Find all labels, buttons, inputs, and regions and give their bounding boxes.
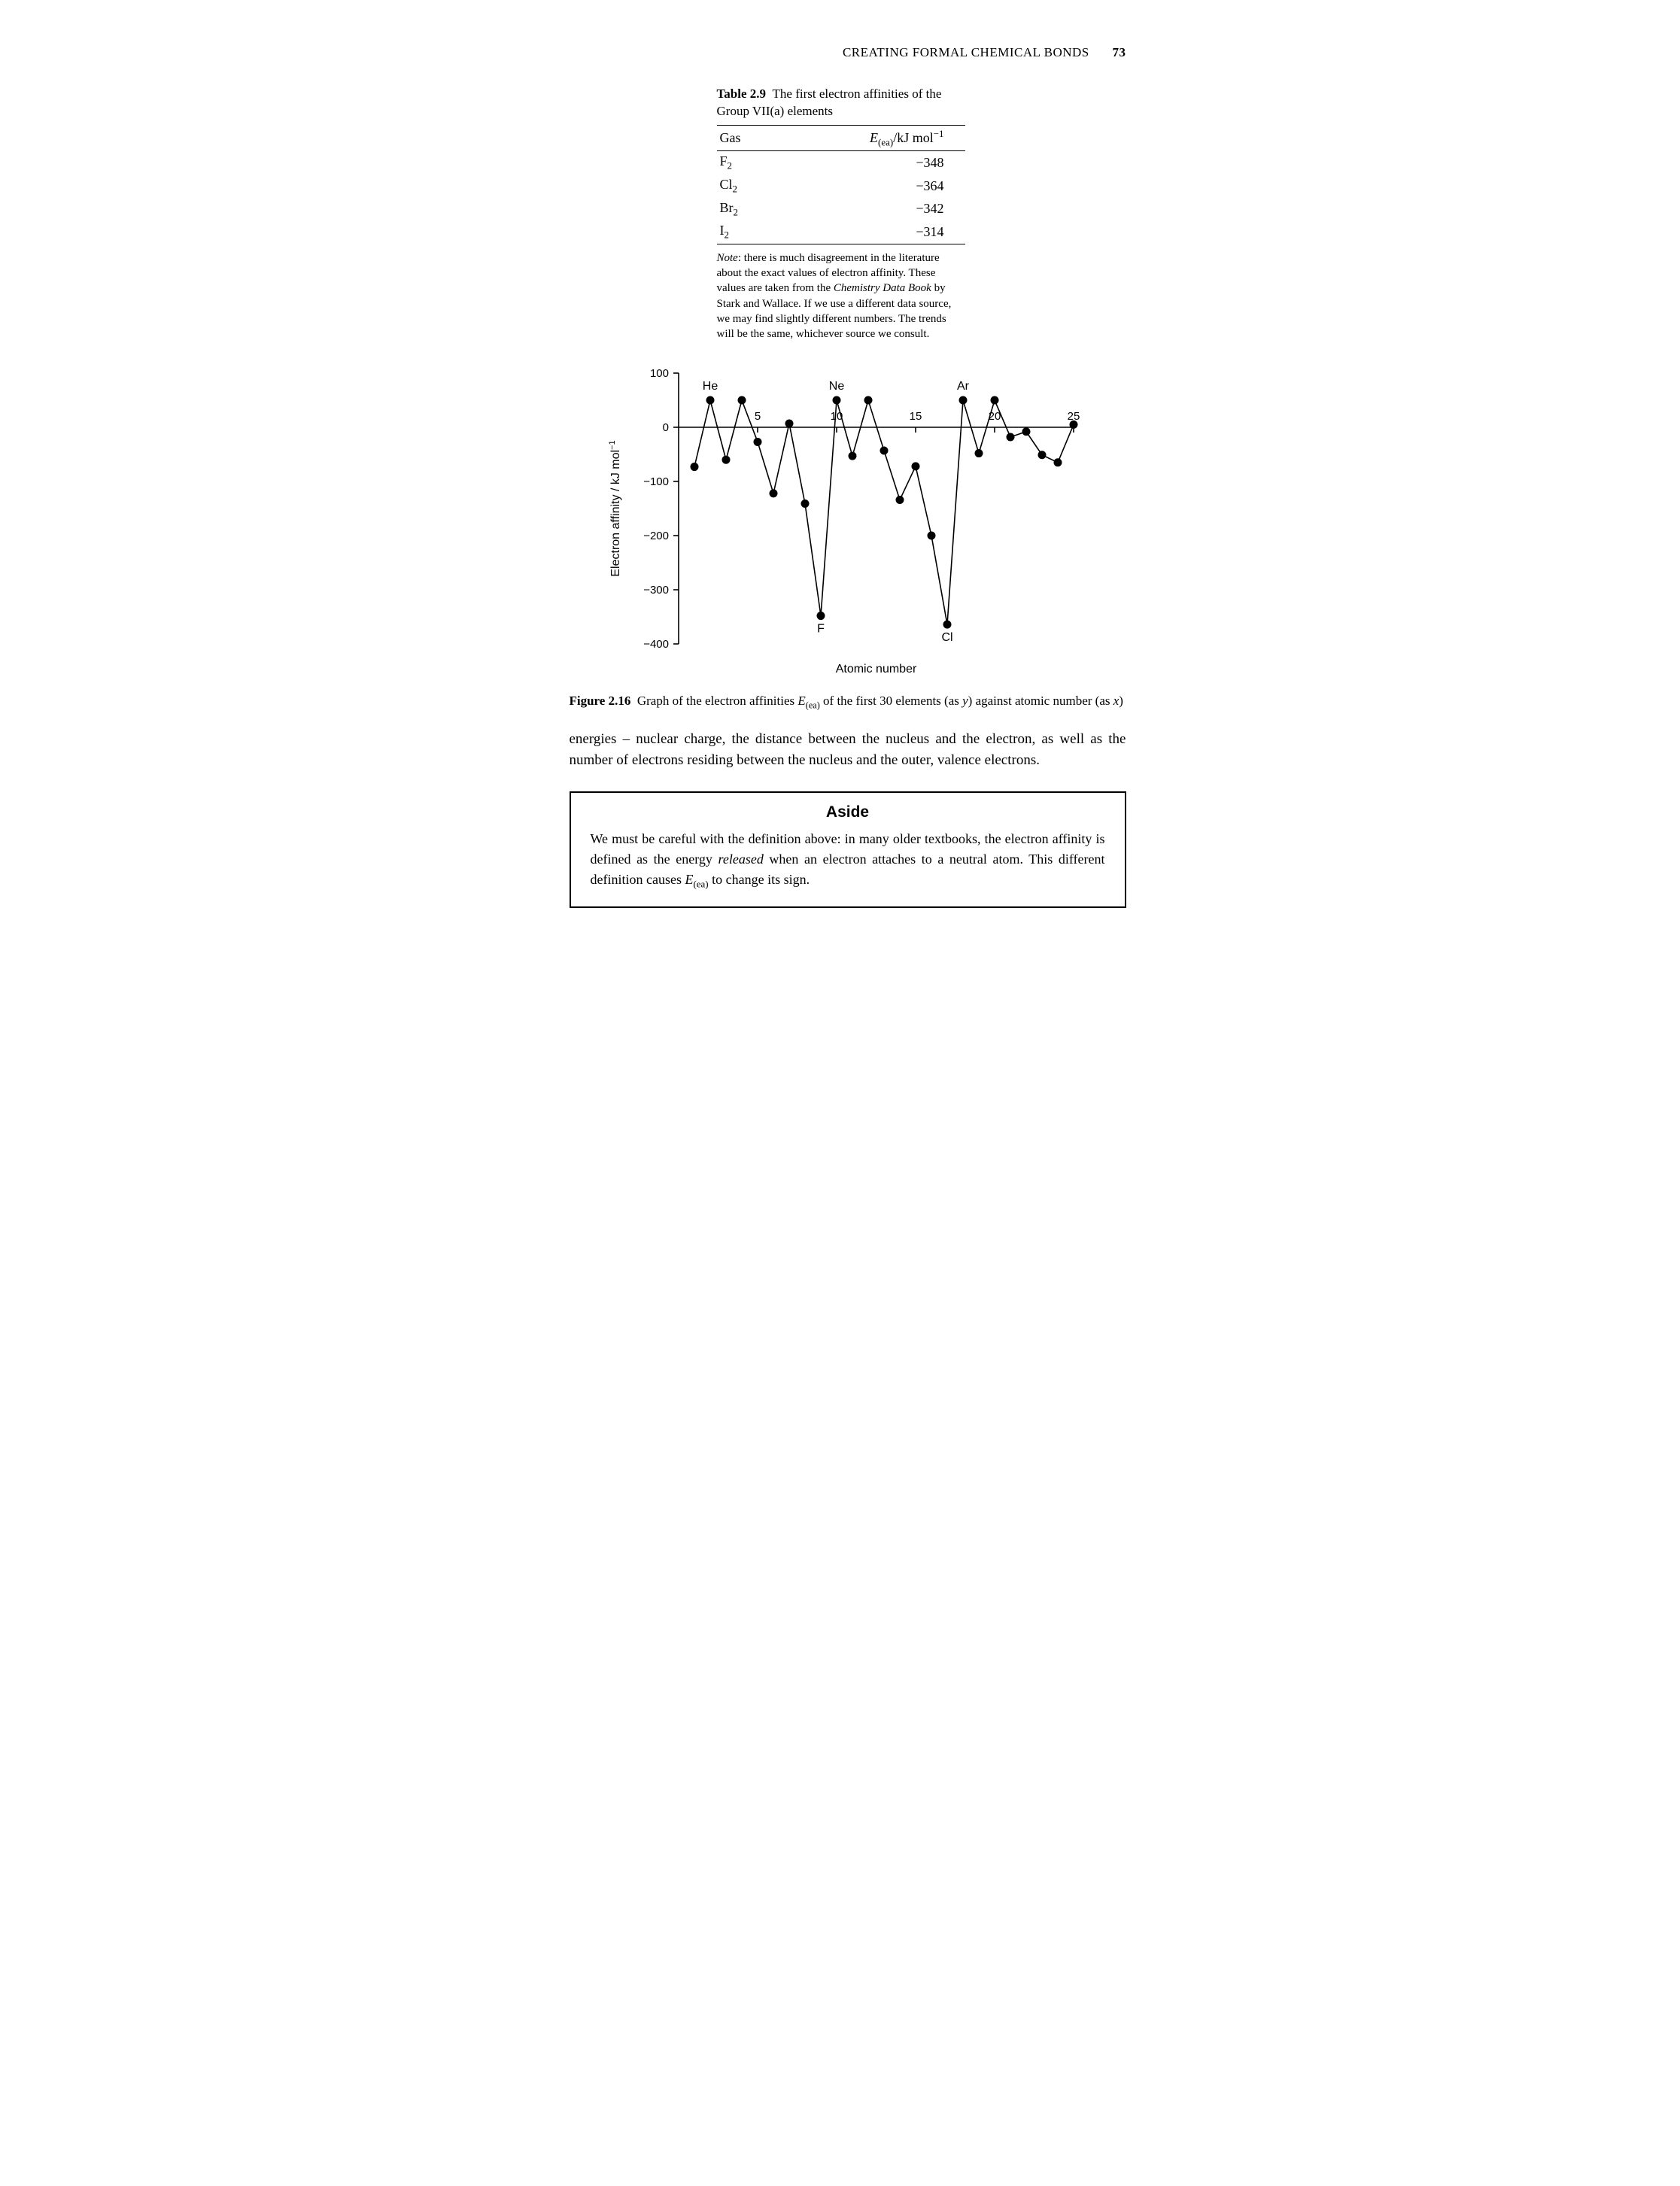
table-caption: Table 2.9 The first electron affinities … xyxy=(717,86,965,120)
svg-text:F: F xyxy=(817,623,825,636)
svg-text:−400: −400 xyxy=(643,638,669,651)
fig-cap-mid: of the first 30 elements (as xyxy=(820,694,962,708)
table-block: Table 2.9 The first electron affinities … xyxy=(717,86,965,342)
running-title: CREATING FORMAL CHEMICAL BONDS xyxy=(843,45,1089,59)
figure-label: Figure 2.16 xyxy=(570,694,631,708)
table-row: F2−348 xyxy=(717,151,965,175)
svg-text:15: 15 xyxy=(909,410,922,423)
running-head: CREATING FORMAL CHEMICAL BONDS 73 xyxy=(570,45,1126,60)
cell-gas: I2 xyxy=(717,220,770,244)
svg-text:−200: −200 xyxy=(643,530,669,542)
col-energy-header: E(ea)/kJ mol−1 xyxy=(770,125,965,151)
affinity-table: Gas E(ea)/kJ mol−1 F2−348Cl2−364Br2−342I… xyxy=(717,125,965,244)
figure-caption: Figure 2.16 Graph of the electron affini… xyxy=(570,692,1126,712)
aside-title: Aside xyxy=(591,803,1105,821)
cell-value: −364 xyxy=(770,175,965,198)
aside-box: Aside We must be careful with the defini… xyxy=(570,791,1126,908)
cell-value: −348 xyxy=(770,151,965,175)
cell-gas: Br2 xyxy=(717,198,770,221)
fig-cap-pre: Graph of the electron affinities xyxy=(637,694,798,708)
aside-tail: to change its sign. xyxy=(709,872,810,887)
aside-italic: released xyxy=(718,852,764,867)
svg-text:100: 100 xyxy=(649,367,668,380)
svg-text:Ne: Ne xyxy=(828,380,844,393)
cell-value: −314 xyxy=(770,220,965,244)
cell-gas: F2 xyxy=(717,151,770,175)
fig-cap-post2: ) xyxy=(1119,694,1123,708)
table-note: Note: there is much disagreement in the … xyxy=(717,250,965,342)
svg-text:0: 0 xyxy=(662,421,668,434)
svg-text:Cl: Cl xyxy=(941,631,952,644)
electron-affinity-chart: 1000−100−200−300−400510152025HeFNeClArAt… xyxy=(600,358,1096,682)
note-italic: Chemistry Data Book xyxy=(834,282,931,294)
aside-body: We must be careful with the definition a… xyxy=(591,829,1105,891)
svg-text:Electron affinity / kJ mol−1: Electron affinity / kJ mol−1 xyxy=(608,441,622,577)
page: CREATING FORMAL CHEMICAL BONDS 73 Table … xyxy=(502,0,1179,953)
chart: 1000−100−200−300−400510152025HeFNeClArAt… xyxy=(570,358,1126,682)
table-row: Br2−342 xyxy=(717,198,965,221)
svg-text:−300: −300 xyxy=(643,584,669,597)
body-paragraph: energies – nuclear charge, the distance … xyxy=(570,729,1126,772)
note-label: Note xyxy=(717,252,738,264)
svg-text:5: 5 xyxy=(754,410,760,423)
svg-text:He: He xyxy=(702,380,718,393)
svg-text:−100: −100 xyxy=(643,475,669,488)
cell-value: −342 xyxy=(770,198,965,221)
fig-cap-post1: ) against atomic number (as xyxy=(968,694,1113,708)
table-row: Cl2−364 xyxy=(717,175,965,198)
table-label: Table 2.9 xyxy=(717,87,767,101)
cell-gas: Cl2 xyxy=(717,175,770,198)
svg-text:Atomic number: Atomic number xyxy=(835,663,916,676)
svg-text:Ar: Ar xyxy=(957,380,970,393)
page-number: 73 xyxy=(1113,45,1126,60)
col-gas-header: Gas xyxy=(717,125,770,151)
table-row: I2−314 xyxy=(717,220,965,244)
fig-cap-y: y xyxy=(962,694,968,708)
